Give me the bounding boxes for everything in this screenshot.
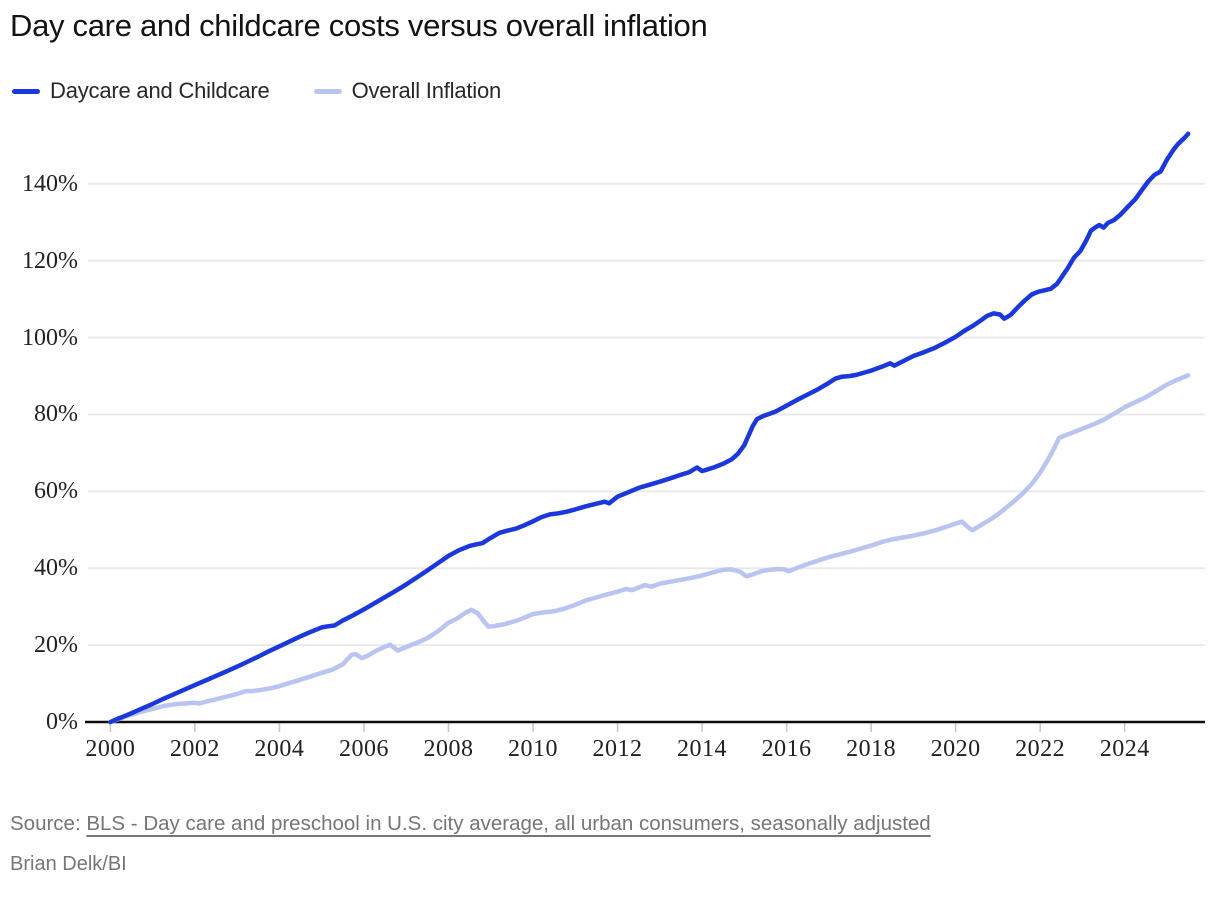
x-tick-label: 2008 (423, 736, 474, 762)
inflation-line-swatch-icon (313, 88, 342, 94)
source-prefix: Source: (10, 812, 81, 835)
y-tick-label: 120% (22, 247, 78, 274)
x-tick-label: 2024 (1099, 736, 1150, 762)
y-tick-label: 80% (34, 401, 78, 428)
series-line-inflation (108, 373, 1191, 725)
y-tick-label: 140% (22, 170, 78, 197)
legend-item-daycare: Daycare and Childcare (12, 78, 270, 104)
source-line: Source: BLS - Day care and preschool in … (10, 812, 931, 836)
x-tick-label: 2018 (846, 736, 897, 762)
x-tick-label: 2010 (508, 736, 558, 762)
y-tick-label: 100% (22, 324, 78, 351)
byline: Brian Delk/BI (10, 853, 127, 875)
y-tick-label: 0% (46, 709, 78, 735)
x-tick-label: 2022 (1015, 736, 1066, 762)
x-tick-label: 2012 (592, 736, 643, 762)
y-tick-label: 20% (34, 632, 78, 659)
x-tick-label: 2004 (254, 736, 305, 762)
legend: Daycare and Childcare Overall Inflation (12, 78, 501, 104)
source-link[interactable]: BLS - Day care and preschool in U.S. cit… (86, 812, 931, 835)
x-tick-label: 2000 (85, 736, 136, 762)
x-tick-label: 2014 (677, 736, 728, 762)
x-tick-label: 2002 (169, 736, 220, 762)
legend-label-inflation: Overall Inflation (351, 78, 502, 103)
legend-item-inflation: Overall Inflation (313, 78, 502, 104)
x-tick-label: 2020 (930, 736, 981, 762)
page-title: Day care and childcare costs versus over… (10, 8, 708, 43)
daycare-line-swatch-icon (12, 88, 40, 94)
series-line-daycare (108, 131, 1191, 725)
y-tick-label: 40% (34, 555, 78, 582)
x-tick-label: 2006 (338, 736, 389, 762)
x-tick-label: 2016 (761, 736, 812, 762)
legend-label-daycare: Daycare and Childcare (50, 78, 270, 103)
y-tick-label: 60% (34, 478, 78, 505)
